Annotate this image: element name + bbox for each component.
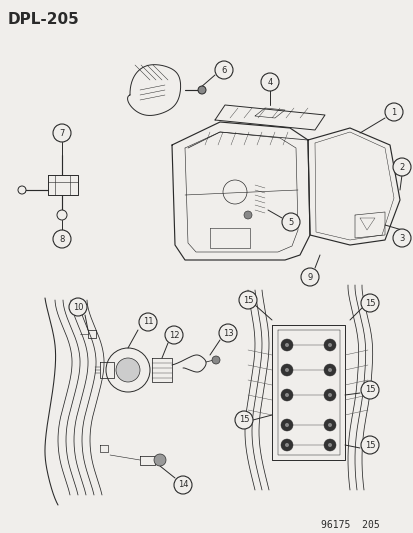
Text: DPL-205: DPL-205 [8, 12, 80, 27]
Circle shape [327, 393, 331, 397]
Circle shape [281, 213, 299, 231]
Text: 14: 14 [177, 481, 188, 489]
Circle shape [218, 324, 236, 342]
Text: 96175  205: 96175 205 [320, 520, 379, 530]
Text: 15: 15 [364, 440, 374, 449]
Circle shape [327, 443, 331, 447]
Circle shape [211, 356, 219, 364]
Circle shape [18, 186, 26, 194]
Text: 1: 1 [390, 108, 396, 117]
Text: 4: 4 [267, 77, 272, 86]
Circle shape [238, 291, 256, 309]
Text: 6: 6 [221, 66, 226, 75]
Circle shape [300, 268, 318, 286]
Circle shape [154, 454, 166, 466]
Circle shape [197, 86, 206, 94]
Circle shape [280, 364, 292, 376]
Text: 11: 11 [142, 318, 153, 327]
Circle shape [69, 298, 87, 316]
Circle shape [284, 343, 288, 347]
Circle shape [392, 229, 410, 247]
Text: 2: 2 [399, 163, 404, 172]
Circle shape [323, 419, 335, 431]
Circle shape [116, 358, 140, 382]
Circle shape [280, 389, 292, 401]
Circle shape [327, 423, 331, 427]
Circle shape [360, 436, 378, 454]
Text: 5: 5 [288, 217, 293, 227]
Circle shape [280, 339, 292, 351]
Circle shape [284, 423, 288, 427]
Text: 15: 15 [364, 298, 374, 308]
Circle shape [280, 439, 292, 451]
Circle shape [235, 411, 252, 429]
Text: 13: 13 [222, 328, 233, 337]
Circle shape [284, 393, 288, 397]
Circle shape [53, 230, 71, 248]
Circle shape [323, 339, 335, 351]
Circle shape [323, 364, 335, 376]
Circle shape [165, 326, 183, 344]
Circle shape [57, 210, 67, 220]
Text: 12: 12 [169, 330, 179, 340]
Circle shape [260, 73, 278, 91]
Text: 15: 15 [364, 385, 374, 394]
Text: 8: 8 [59, 235, 64, 244]
Text: 15: 15 [238, 416, 249, 424]
Text: 10: 10 [73, 303, 83, 311]
Circle shape [360, 381, 378, 399]
Circle shape [327, 343, 331, 347]
Circle shape [284, 443, 288, 447]
Circle shape [243, 211, 252, 219]
Text: 7: 7 [59, 128, 64, 138]
Circle shape [284, 368, 288, 372]
Circle shape [214, 61, 233, 79]
Circle shape [392, 158, 410, 176]
Circle shape [280, 419, 292, 431]
Circle shape [323, 389, 335, 401]
Text: 3: 3 [399, 233, 404, 243]
Circle shape [139, 313, 157, 331]
Circle shape [323, 439, 335, 451]
Circle shape [173, 476, 192, 494]
Circle shape [53, 124, 71, 142]
Circle shape [384, 103, 402, 121]
Text: 15: 15 [242, 295, 253, 304]
Text: 9: 9 [306, 272, 312, 281]
Circle shape [327, 368, 331, 372]
Circle shape [360, 294, 378, 312]
